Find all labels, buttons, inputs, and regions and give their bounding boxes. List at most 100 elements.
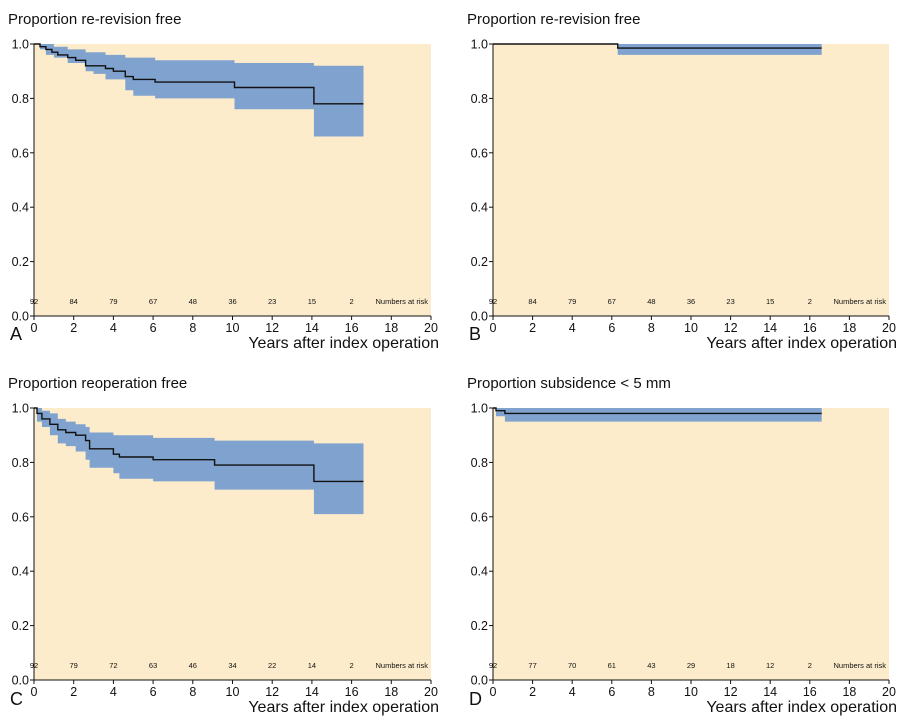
x-tick-label: 12: [724, 321, 738, 335]
number-at-risk: 77: [528, 661, 536, 670]
number-at-risk: 29: [687, 661, 695, 670]
x-tick-label: 4: [110, 321, 117, 335]
number-at-risk: 72: [109, 661, 117, 670]
y-tick-label: 0.0: [471, 674, 488, 688]
numbers-at-risk-label: Numbers at risk: [833, 661, 886, 670]
x-tick-label: 2: [529, 321, 536, 335]
number-at-risk: 12: [766, 661, 774, 670]
number-at-risk: 92: [489, 661, 497, 670]
number-at-risk: 67: [149, 297, 157, 306]
number-at-risk: 92: [30, 297, 38, 306]
survival-curve: [34, 407, 364, 483]
y-tick-label: 0.4: [12, 565, 29, 579]
y-tick-label: 0.4: [471, 201, 488, 215]
y-tick-label: 0.6: [12, 146, 29, 160]
number-at-risk: 79: [70, 661, 78, 670]
x-tick-label: 10: [684, 685, 698, 699]
y-tick-label: 0.2: [471, 619, 488, 633]
numbers-at-risk-label: Numbers at risk: [375, 661, 428, 670]
panel-letter: C: [10, 689, 23, 709]
number-at-risk: 15: [766, 297, 774, 306]
x-tick-label: 12: [724, 685, 738, 699]
number-at-risk: 79: [568, 297, 576, 306]
y-tick-label: 0.8: [12, 456, 29, 470]
number-at-risk: 48: [647, 297, 655, 306]
x-tick-label: 14: [305, 685, 319, 699]
x-tick-label: 2: [529, 685, 536, 699]
x-tick-label: 0: [490, 685, 497, 699]
survival-curve: [493, 43, 822, 49]
survival-curve: [493, 407, 822, 415]
x-tick-label: 4: [569, 321, 576, 335]
x-tick-label: 14: [763, 685, 777, 699]
x-axis-label: Years after index operation: [706, 335, 897, 352]
x-tick-label: 10: [226, 685, 240, 699]
x-tick-label: 4: [110, 685, 117, 699]
number-at-risk: 92: [30, 661, 38, 670]
confidence-band: [34, 408, 364, 515]
number-at-risk: 84: [70, 297, 78, 306]
x-axis-label: Years after index operation: [248, 699, 439, 716]
y-tick-label: 0.6: [471, 146, 488, 160]
confidence-band: [34, 44, 364, 137]
y-tick-label: 0.0: [12, 310, 29, 324]
x-tick-label: 18: [842, 685, 856, 699]
number-at-risk: 14: [308, 661, 316, 670]
number-at-risk: 36: [687, 297, 695, 306]
number-at-risk: 2: [808, 661, 812, 670]
x-tick-label: 8: [648, 321, 655, 335]
x-axis-label: Years after index operation: [248, 335, 439, 352]
y-tick-label: 0.0: [471, 310, 488, 324]
plot-background: [493, 44, 889, 316]
number-at-risk: 43: [647, 661, 655, 670]
y-tick-label: 0.6: [471, 510, 488, 524]
y-tick-label: 0.2: [471, 255, 488, 269]
number-at-risk: 34: [228, 661, 236, 670]
y-tick-label: 1.0: [471, 38, 488, 52]
number-at-risk: 2: [808, 297, 812, 306]
x-tick-label: 16: [345, 321, 359, 335]
x-tick-label: 14: [305, 321, 319, 335]
y-tick-label: 0.4: [12, 201, 29, 215]
x-tick-label: 6: [608, 321, 615, 335]
x-tick-label: 8: [189, 685, 196, 699]
chart-title: Proportion re-revision free: [8, 11, 181, 28]
number-at-risk: 36: [228, 297, 236, 306]
y-tick-label: 0.8: [12, 92, 29, 106]
chart-title: Proportion subsidence < 5 mm: [467, 375, 671, 392]
x-tick-label: 12: [265, 321, 279, 335]
y-tick-label: 1.0: [471, 402, 488, 416]
x-tick-label: 10: [226, 321, 240, 335]
x-tick-label: 16: [803, 321, 817, 335]
x-tick-label: 20: [424, 321, 438, 335]
x-tick-label: 18: [384, 321, 398, 335]
number-at-risk: 2: [350, 661, 354, 670]
x-tick-label: 0: [31, 685, 38, 699]
x-tick-label: 0: [490, 321, 497, 335]
y-tick-label: 0.8: [471, 92, 488, 106]
x-tick-label: 8: [648, 685, 655, 699]
x-tick-label: 18: [842, 321, 856, 335]
y-tick-label: 0.2: [12, 255, 29, 269]
number-at-risk: 2: [350, 297, 354, 306]
numbers-at-risk-label: Numbers at risk: [833, 297, 886, 306]
survival-curve: [34, 43, 364, 105]
y-tick-label: 0.4: [471, 565, 488, 579]
numbers-at-risk-label: Numbers at risk: [375, 297, 428, 306]
y-tick-label: 0.0: [12, 674, 29, 688]
x-tick-label: 20: [882, 321, 896, 335]
x-tick-label: 6: [608, 685, 615, 699]
number-at-risk: 70: [568, 661, 576, 670]
panel-b: Proportion re-revision free 0.0 0.2 0.4 0.6 0…: [467, 11, 897, 352]
chart-title: Proportion re-revision free: [467, 11, 640, 28]
number-at-risk: 48: [189, 297, 197, 306]
panel-letter: B: [469, 324, 481, 344]
number-at-risk: 46: [189, 661, 197, 670]
number-at-risk: 92: [489, 297, 497, 306]
number-at-risk: 15: [308, 297, 316, 306]
number-at-risk: 18: [726, 661, 734, 670]
x-axis-label: Years after index operation: [706, 699, 897, 716]
chart-title: Proportion reoperation free: [8, 375, 187, 392]
confidence-band: [493, 408, 822, 422]
